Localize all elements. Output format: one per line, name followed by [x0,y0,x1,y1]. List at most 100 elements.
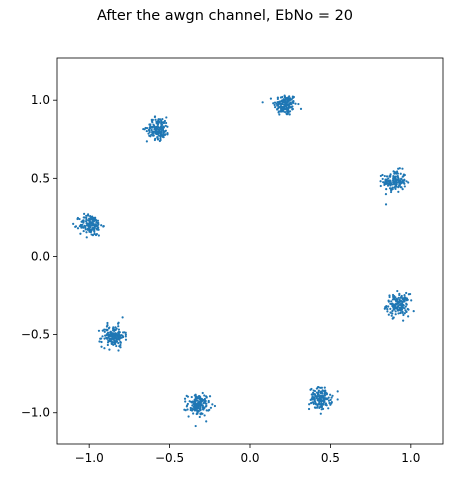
data-point [156,131,159,134]
data-point [149,125,152,128]
data-point [78,217,81,221]
data-point [336,398,339,401]
data-point [88,217,91,220]
data-point [321,394,324,397]
data-point [403,185,406,188]
data-point [89,231,92,234]
data-point [312,391,315,394]
data-point [396,289,399,293]
data-point [319,386,322,389]
data-point [159,118,162,121]
data-point [384,180,387,183]
data-point [194,405,197,408]
data-point [319,412,322,415]
data-point [291,108,294,111]
data-point [275,102,278,105]
data-point [102,225,105,228]
data-point [392,305,395,309]
data-point [379,184,382,188]
data-point [201,404,204,407]
data-point [282,105,285,109]
data-point [402,319,405,322]
data-point [95,219,98,222]
data-point [85,231,88,234]
data-point [404,309,407,312]
data-point [111,336,114,339]
data-point [201,412,204,415]
x-tick-label: 0.0 [240,451,259,465]
data-point [379,174,382,178]
data-point [103,347,106,350]
data-point [318,401,321,405]
data-point [307,407,311,411]
data-point [311,395,314,399]
data-point [310,393,313,396]
data-point [292,96,295,99]
data-point [292,101,295,104]
data-point [386,307,389,311]
data-point [397,177,400,180]
data-point [153,115,157,118]
data-point [72,222,75,225]
data-point [153,128,156,131]
data-point [292,99,295,103]
data-point [317,389,320,392]
data-point [93,217,96,220]
data-point [315,403,318,406]
data-point [327,399,331,402]
data-point [186,395,190,398]
data-point [116,337,120,341]
y-tick-label: −1.0 [21,406,50,420]
data-point [285,107,289,110]
data-point [272,102,275,105]
data-point [385,304,388,308]
data-point [106,321,109,325]
data-point [277,105,280,109]
data-point [88,224,91,227]
data-point [289,97,292,100]
data-point [93,232,96,236]
y-axis: −1.0 −0.5 0.0 0.5 1.0 [21,93,57,420]
data-point [162,125,165,128]
data-point [116,335,119,338]
data-point [397,312,400,315]
data-point [394,175,397,178]
data-point [157,118,160,121]
data-point [317,399,321,403]
data-point [100,340,103,344]
data-point [110,340,114,344]
data-point [384,193,388,196]
data-point [313,393,317,396]
data-point [161,127,164,131]
data-point [118,333,121,337]
data-point [401,188,404,191]
data-point [394,181,397,184]
y-tick-label: 0.5 [31,171,50,185]
data-point [201,391,204,395]
data-point [85,236,88,239]
data-point [399,311,402,315]
data-point [209,406,213,409]
data-point [183,397,187,400]
data-point [281,101,284,104]
data-point [315,406,319,409]
data-point [331,394,334,397]
data-point [106,331,110,334]
data-point [160,122,163,125]
data-point [312,393,315,396]
data-point [159,127,162,131]
data-point [148,134,151,137]
data-point [283,102,287,106]
data-point [323,394,326,397]
data-point [319,405,322,409]
data-point [145,140,148,143]
data-point [155,129,158,132]
data-point [384,203,388,206]
axes-frame [56,57,444,445]
data-point [205,409,208,412]
data-point [403,312,406,315]
data-point [402,174,405,178]
data-point [124,333,127,336]
data-point [404,305,407,308]
data-point [274,106,277,109]
